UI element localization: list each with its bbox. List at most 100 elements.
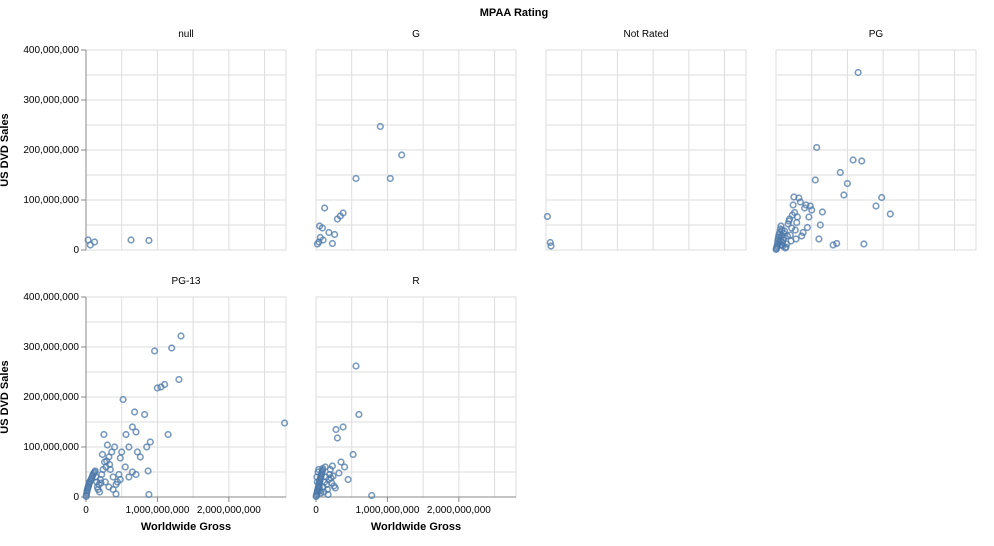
x-axis-title: Worldwide Gross: [371, 521, 461, 533]
data-point: [132, 428, 140, 436]
data-point: [116, 454, 124, 462]
data-point: [793, 218, 801, 227]
data-point: [352, 174, 360, 183]
data-point: [799, 228, 807, 237]
data-point: [341, 463, 349, 471]
x-tick-label: 1,000,000,000: [355, 505, 419, 516]
data-point: [97, 479, 105, 487]
data-point: [543, 212, 551, 221]
data-point: [315, 465, 323, 474]
data-point: [333, 434, 342, 442]
facet-r: R 0 1,000,000,000 2,000,000,000 Worldwide Gr…: [312, 276, 517, 533]
data-point: [836, 168, 844, 177]
data-point: [546, 238, 554, 247]
y-axis-title: US DVD Sales: [0, 360, 11, 433]
data-point: [854, 68, 862, 77]
y-tick-label: 200,000,000: [23, 392, 79, 403]
data-point: [136, 453, 144, 461]
data-point: [130, 408, 139, 416]
facet-pg: PG: [772, 29, 977, 254]
y-tick-label: 300,000,000: [23, 342, 79, 353]
data-point: [886, 210, 894, 218]
y-tick-label: 400,000,000: [23, 292, 79, 303]
data-point: [91, 238, 99, 246]
data-point: [776, 241, 784, 249]
facet-g: G: [313, 29, 517, 251]
data-point: [789, 201, 797, 209]
data-point: [324, 490, 332, 499]
facet-title: Not Rated: [623, 29, 668, 40]
data-point: [281, 419, 289, 427]
data-point: [808, 206, 816, 214]
data-point: [796, 198, 804, 206]
data-point: [840, 191, 848, 199]
data-point: [143, 443, 151, 451]
facet-title: PG: [869, 29, 884, 40]
data-point: [811, 176, 819, 184]
data-point: [793, 213, 802, 221]
data-point: [146, 438, 154, 446]
data-point: [782, 243, 790, 251]
facet-title: null: [178, 29, 194, 40]
data-point: [175, 375, 183, 384]
data-point: [376, 122, 384, 131]
y-tick-label: 0: [73, 492, 79, 503]
data-point: [833, 239, 841, 248]
data-point: [100, 430, 108, 439]
data-point: [777, 222, 785, 230]
data-point: [815, 235, 823, 243]
y-axis-title: US DVD Sales: [0, 113, 11, 186]
data-point: [332, 425, 340, 434]
data-point: [328, 462, 336, 470]
data-point: [878, 193, 886, 202]
data-point: [164, 430, 172, 439]
data-point: [145, 490, 153, 499]
data-point: [116, 475, 124, 484]
facet-null: null 0 100,000,000 200,000,000 300,000,000 40…: [0, 29, 287, 256]
data-point: [791, 226, 799, 234]
facet-title: PG-13: [172, 276, 201, 287]
y-tick-label: 100,000,000: [23, 195, 79, 206]
data-point: [805, 213, 813, 221]
data-point: [398, 151, 406, 159]
data-point: [321, 204, 329, 212]
data-point: [145, 236, 153, 245]
facet-frame: [775, 49, 977, 251]
data-point: [111, 443, 119, 451]
data-point: [125, 473, 133, 481]
facet-frame: [545, 49, 747, 251]
data-point: [144, 467, 152, 475]
data-point: [121, 463, 129, 471]
x-tick-label: 2,000,000,000: [427, 505, 491, 516]
data-point: [101, 478, 109, 486]
data-point: [150, 347, 159, 355]
data-point: [103, 441, 112, 449]
data-point: [160, 380, 169, 389]
data-point: [105, 483, 113, 491]
data-point: [109, 473, 117, 481]
data-point: [339, 423, 347, 431]
data-point: [813, 143, 821, 152]
data-point: [319, 236, 327, 244]
data-point: [547, 242, 555, 250]
y-tick-label: 400,000,000: [23, 45, 79, 56]
data-point: [858, 157, 866, 165]
data-point: [355, 410, 363, 419]
data-point: [798, 232, 806, 240]
data-point: [803, 223, 812, 232]
data-point: [128, 423, 137, 431]
data-point: [317, 489, 325, 497]
data-point: [806, 202, 814, 210]
data-point: [112, 480, 120, 489]
data-point: [98, 450, 106, 459]
facet-frame: [315, 49, 517, 251]
data-point: [349, 450, 357, 459]
data-point: [860, 240, 868, 248]
x-axis-title: Worldwide Gross: [141, 521, 231, 533]
facet-title: R: [412, 276, 419, 287]
data-point: [127, 236, 135, 244]
facet-not-rated: Not Rated: [543, 29, 747, 251]
data-point: [829, 241, 837, 249]
data-point: [329, 472, 337, 480]
